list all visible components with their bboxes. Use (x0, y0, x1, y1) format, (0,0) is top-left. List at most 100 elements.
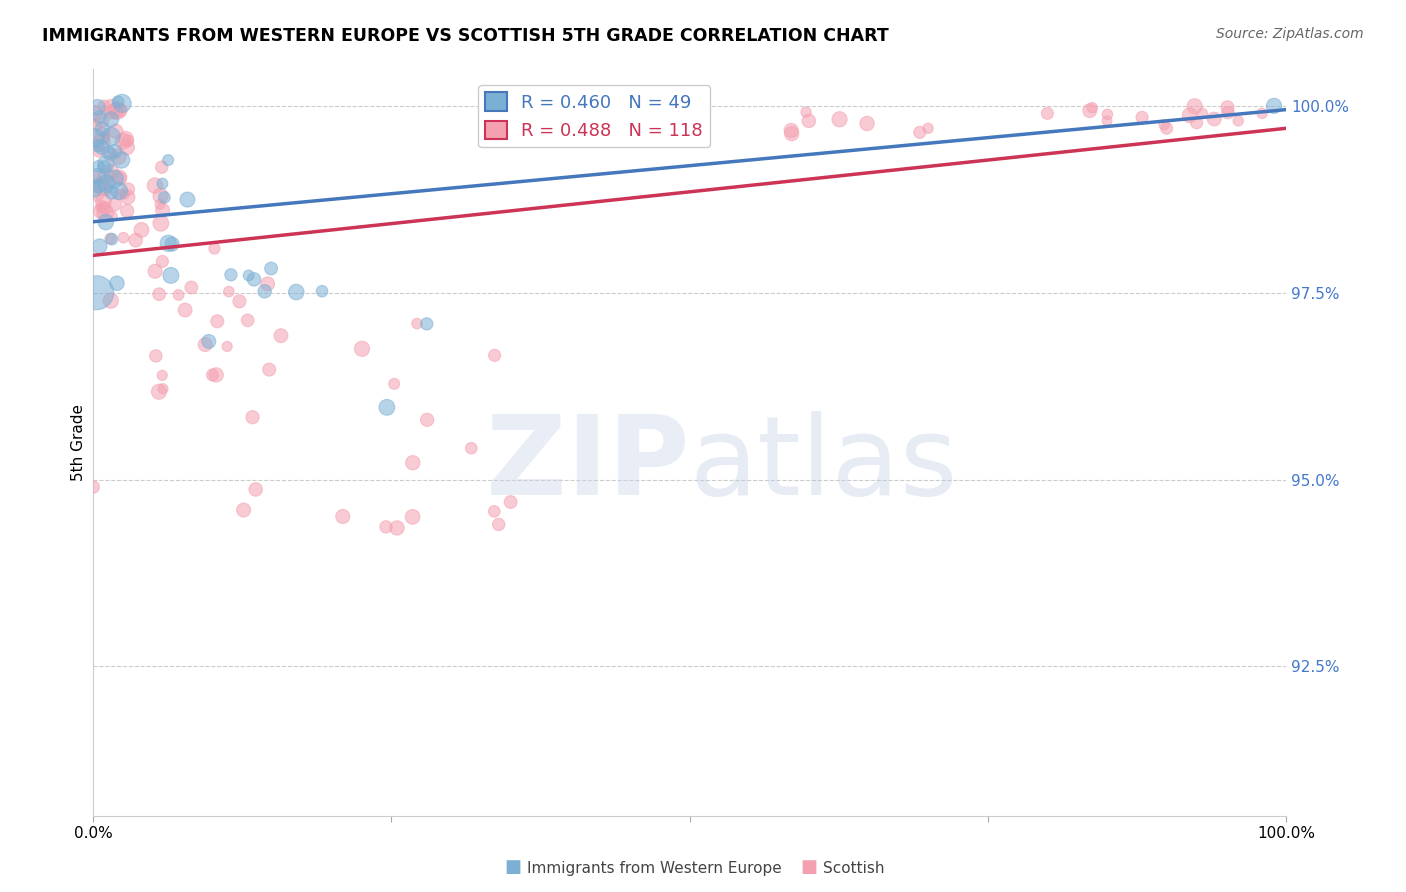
Text: Scottish: Scottish (823, 861, 884, 876)
Point (91, 128, 114, 143)
Point (402, 456, 425, 470)
Point (104, 197, 127, 211)
Point (105, 103, 128, 118)
Point (115, 140, 138, 154)
Point (256, 277, 278, 291)
Point (87, 145, 110, 159)
Point (194, 337, 217, 351)
Point (245, 483, 267, 497)
Point (1227, 113, 1250, 128)
Point (623, 124, 645, 138)
Point (152, 203, 174, 218)
Point (115, 204, 138, 219)
Point (219, 268, 242, 282)
Point (104, 145, 127, 159)
Point (94, 130, 117, 145)
Point (93, 194, 115, 209)
Point (100, 112, 122, 127)
Point (94, 157, 117, 171)
Point (111, 96, 134, 111)
Point (83, 170, 105, 185)
Point (1095, 113, 1118, 128)
Text: Immigrants from Western Europe: Immigrants from Western Europe (527, 861, 782, 876)
Point (94, 177, 117, 191)
Point (780, 123, 803, 137)
Point (567, 95, 589, 110)
Point (1191, 106, 1213, 120)
Text: ■: ■ (505, 858, 522, 876)
Point (108, 170, 131, 185)
Point (143, 178, 166, 193)
Point (385, 521, 408, 535)
Point (86, 188, 108, 202)
Y-axis label: 5th Grade: 5th Grade (72, 404, 86, 481)
Point (86, 118, 108, 132)
Point (90, 204, 112, 219)
Point (1263, 99, 1285, 113)
Point (1216, 105, 1239, 120)
Point (87, 169, 110, 184)
Point (148, 287, 170, 301)
Point (484, 504, 506, 518)
Point (243, 272, 266, 286)
Point (117, 134, 139, 148)
Point (1081, 101, 1104, 115)
Point (217, 339, 239, 353)
Point (207, 314, 229, 328)
Point (149, 197, 172, 211)
Point (97, 145, 120, 160)
Point (90, 140, 112, 154)
Point (84, 131, 107, 145)
Point (416, 413, 439, 427)
Point (180, 280, 202, 294)
Point (112, 187, 135, 202)
Point (108, 184, 131, 198)
Point (117, 190, 139, 204)
Point (84, 106, 107, 120)
Point (112, 134, 135, 148)
Point (117, 182, 139, 196)
Point (103, 172, 125, 186)
Point (104, 103, 127, 118)
Point (856, 116, 879, 130)
Point (112, 230, 135, 244)
Point (205, 368, 228, 382)
Point (100, 232, 122, 246)
Point (150, 177, 173, 191)
Point (86, 100, 108, 114)
Point (152, 382, 174, 396)
Point (382, 376, 405, 391)
Point (94, 206, 117, 220)
Point (401, 509, 423, 524)
Point (1130, 111, 1153, 125)
Point (87, 159, 110, 173)
Point (375, 520, 398, 534)
Point (87, 138, 110, 153)
Point (83, 182, 105, 196)
Point (157, 153, 180, 168)
Point (104, 124, 127, 138)
Point (107, 95, 129, 109)
Point (107, 150, 129, 164)
Point (98, 232, 121, 246)
Point (91, 122, 114, 136)
Point (202, 242, 225, 256)
Point (1156, 121, 1178, 136)
Point (82, 480, 104, 494)
Point (90, 136, 112, 150)
Point (311, 284, 333, 298)
Point (375, 401, 398, 415)
Point (908, 125, 931, 139)
Point (86, 285, 108, 300)
Point (90, 113, 112, 128)
Point (1216, 100, 1239, 114)
Point (114, 132, 136, 146)
Point (242, 410, 264, 425)
Point (332, 509, 354, 524)
Point (96, 169, 118, 184)
Point (89, 239, 111, 253)
Point (89, 177, 111, 191)
Point (131, 223, 153, 237)
Point (499, 495, 522, 509)
Point (232, 503, 254, 517)
